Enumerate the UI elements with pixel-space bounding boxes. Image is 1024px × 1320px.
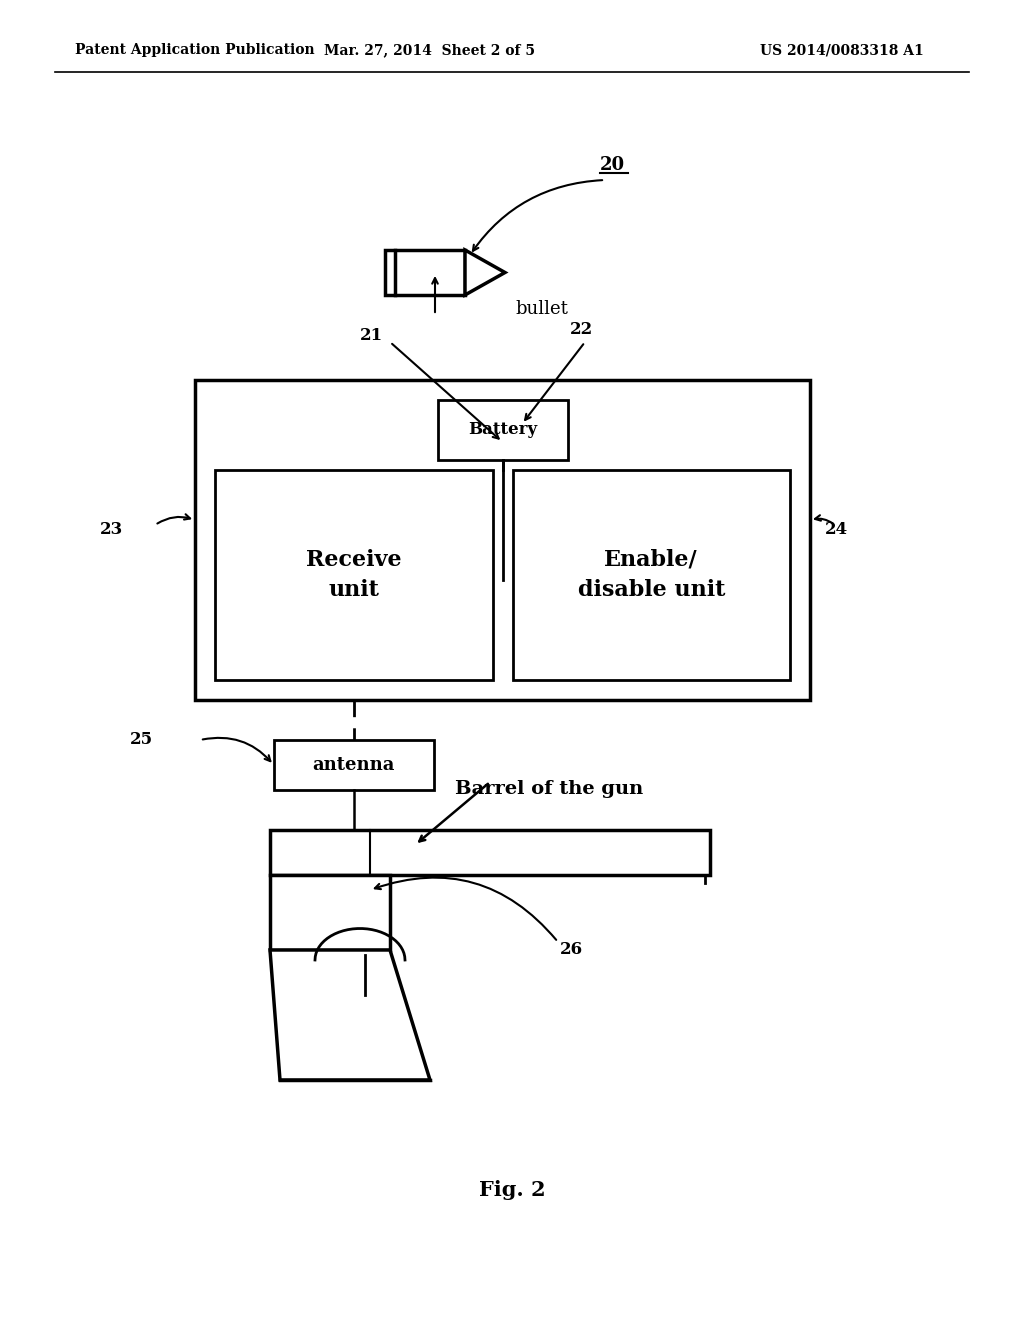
Bar: [195, 380, 810, 700]
Text: bullet: bullet: [515, 300, 568, 318]
Bar: [512, 470, 790, 680]
Text: 21: 21: [360, 326, 383, 343]
Text: 25: 25: [130, 731, 154, 748]
Text: Patent Application Publication: Patent Application Publication: [75, 44, 314, 57]
Bar: [437, 400, 567, 459]
Text: 26: 26: [560, 941, 583, 958]
Text: Barrel of the gun: Barrel of the gun: [455, 780, 643, 799]
Text: Battery: Battery: [468, 421, 537, 438]
Text: Receive
unit: Receive unit: [306, 549, 401, 601]
Text: Mar. 27, 2014  Sheet 2 of 5: Mar. 27, 2014 Sheet 2 of 5: [325, 44, 536, 57]
Text: 24: 24: [825, 521, 848, 539]
Text: Fig. 2: Fig. 2: [478, 1180, 546, 1200]
Polygon shape: [465, 249, 505, 294]
Bar: [385, 249, 465, 294]
Bar: [273, 741, 434, 789]
Text: Enable/
disable unit: Enable/ disable unit: [578, 549, 725, 601]
Text: 23: 23: [100, 521, 123, 539]
Polygon shape: [270, 950, 430, 1080]
Bar: [215, 470, 493, 680]
Text: antenna: antenna: [312, 756, 395, 774]
Text: 20: 20: [600, 156, 625, 174]
Text: 22: 22: [570, 322, 593, 338]
Bar: [270, 830, 710, 875]
Text: US 2014/0083318 A1: US 2014/0083318 A1: [760, 44, 924, 57]
Bar: [270, 875, 390, 950]
